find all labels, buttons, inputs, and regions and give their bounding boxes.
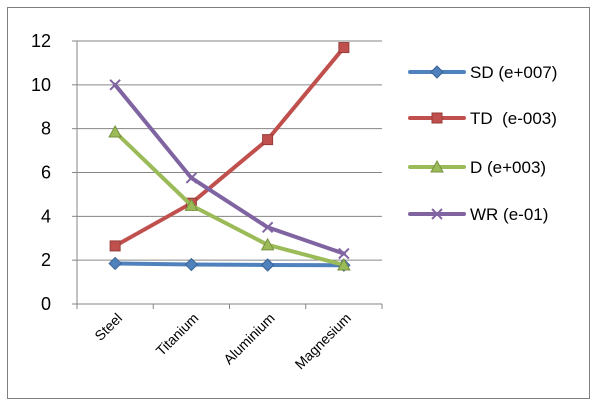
x-category-label: Magnesium <box>292 310 354 372</box>
data-point-marker <box>262 134 274 146</box>
y-tick-label: 0 <box>41 294 51 314</box>
y-tick-label: 12 <box>31 31 51 51</box>
y-tick-label: 4 <box>41 206 51 226</box>
data-point-marker <box>108 124 122 138</box>
axes <box>72 40 383 309</box>
legend: SD (e+007) TD (e-003) D (e+003) WR (e-01) <box>408 63 557 224</box>
series-line <box>113 129 346 267</box>
data-point-marker <box>109 240 121 252</box>
series-line <box>113 82 346 256</box>
x-category-label: Aluminium <box>220 310 278 368</box>
legend-label: D (e+003) <box>470 158 546 177</box>
legend-label: WR (e-01) <box>470 205 548 224</box>
y-tick-label: 6 <box>41 163 51 183</box>
data-point-marker <box>261 221 274 233</box>
y-tick-label: 2 <box>41 250 51 270</box>
y-tick-label: 8 <box>41 119 51 139</box>
legend-marker <box>430 65 444 79</box>
data-point-marker <box>260 258 275 272</box>
x-category-label: Steel <box>91 310 125 344</box>
data-point-marker <box>338 247 350 260</box>
legend-marker <box>430 159 444 173</box>
y-axis-tick-labels: 0 2 4 6 8 10 12 <box>31 31 51 314</box>
legend-label: TD (e-003) <box>470 109 557 128</box>
legend-label: SD (e+007) <box>470 63 557 82</box>
legend-marker <box>431 208 443 220</box>
data-point-marker <box>108 256 122 271</box>
legend-marker <box>431 112 443 124</box>
data-point-marker <box>338 42 350 54</box>
data-point-marker <box>184 257 199 272</box>
chart-frame <box>7 7 590 399</box>
data-point-marker <box>260 237 275 251</box>
series-lines <box>108 42 351 272</box>
data-point-marker <box>337 257 351 271</box>
data-point-marker <box>109 79 121 91</box>
series-line <box>113 261 346 268</box>
series-line <box>113 45 346 248</box>
data-point-marker <box>185 172 198 184</box>
x-axis-category-labels: Steel Titanium Aluminium Magnesium <box>91 310 354 372</box>
x-category-label: Titanium <box>153 310 202 359</box>
data-point-marker <box>184 198 199 211</box>
y-tick-label: 10 <box>31 75 51 95</box>
